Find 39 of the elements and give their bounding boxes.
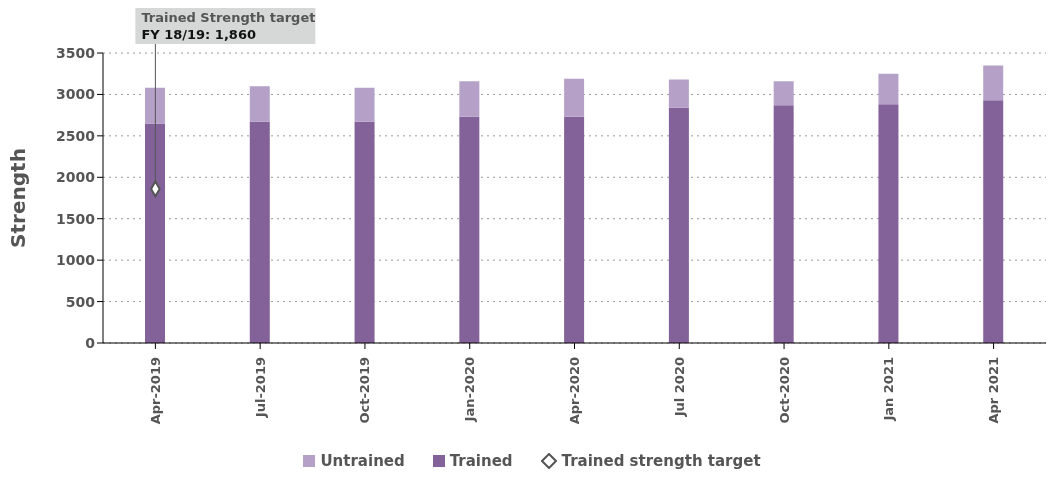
bar — [459, 81, 480, 117]
legend-label: Trained — [448, 452, 513, 470]
legend-label: Untrained — [319, 452, 405, 470]
bar — [249, 121, 270, 343]
x-tick-label: Oct-2020 — [776, 357, 792, 424]
bar — [668, 79, 689, 108]
bar — [564, 116, 585, 343]
bar — [878, 73, 899, 105]
bar — [668, 107, 689, 343]
x-tick-label: Apr-2020 — [567, 357, 582, 425]
x-tick-label: Jul-2019 — [252, 357, 268, 419]
x-tick-label: Apr 2021 — [986, 357, 1002, 424]
bar — [773, 81, 794, 106]
bar — [249, 86, 270, 122]
x-tick-label: Jan 2021 — [881, 357, 897, 422]
bar — [564, 78, 585, 117]
y-tick-label: 2500 — [56, 127, 96, 144]
y-tick-label: 0 — [85, 334, 96, 351]
bar — [354, 121, 375, 343]
bar — [878, 104, 899, 343]
x-tick-label: Jul 2020 — [671, 357, 687, 418]
y-tick-label: 1000 — [56, 252, 96, 269]
bar — [983, 100, 1004, 343]
y-tick-label: 1500 — [56, 210, 96, 227]
bar — [145, 87, 165, 124]
legend-label: Trained strength target — [560, 452, 761, 470]
y-axis-title: Strength — [6, 148, 31, 248]
bar — [773, 105, 794, 343]
bar — [459, 116, 480, 343]
bar — [983, 65, 1004, 101]
y-tick-label: 3000 — [56, 86, 96, 103]
bar — [145, 123, 165, 343]
y-tick-label: 3500 — [56, 44, 96, 61]
bar — [354, 87, 375, 122]
x-tick-label: Jan-2020 — [462, 357, 478, 423]
x-tick-label: Apr-2019 — [147, 357, 163, 425]
y-tick-label: 500 — [65, 293, 96, 310]
x-tick-label: Oct-2019 — [357, 357, 373, 424]
y-tick-label: 2000 — [56, 169, 96, 186]
